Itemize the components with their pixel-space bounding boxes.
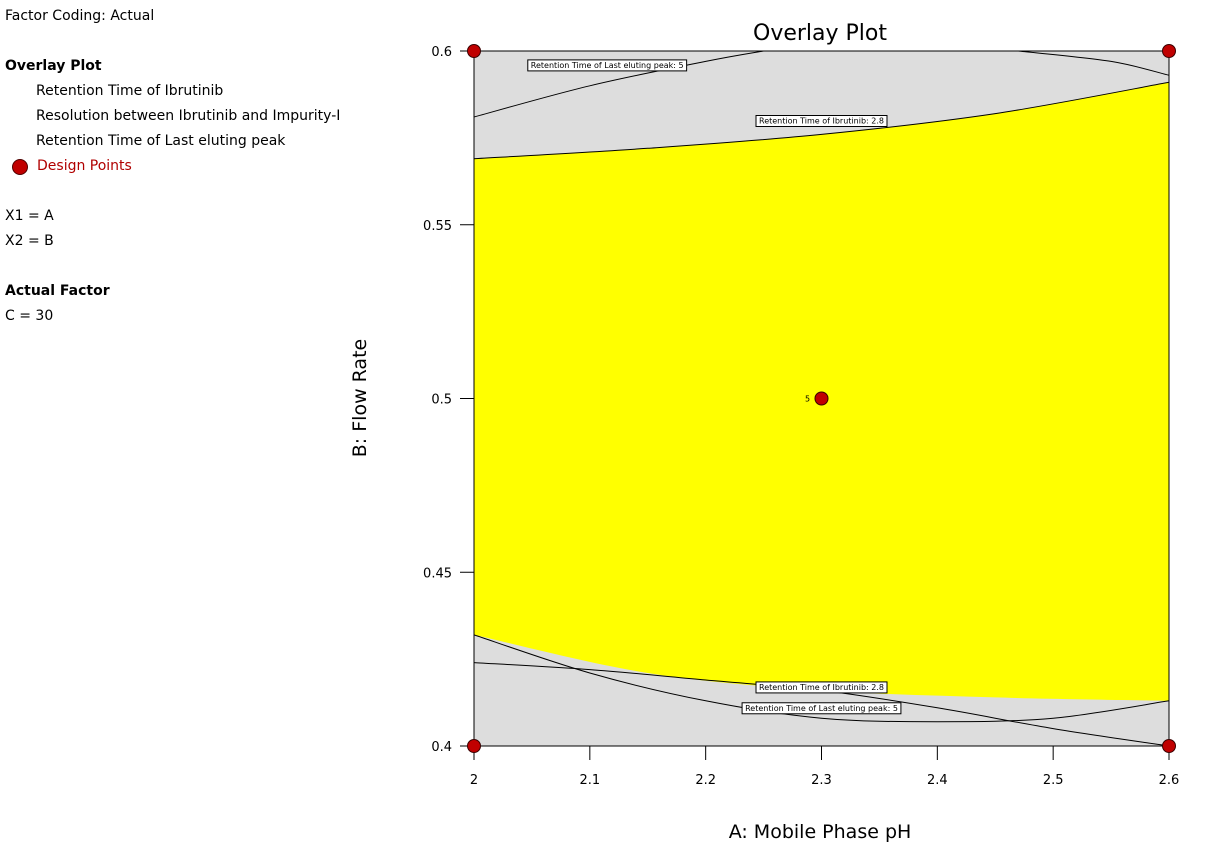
svg-text:Retention Time of Ibrutinib: 2: Retention Time of Ibrutinib: 2.8 — [759, 117, 884, 126]
y-tick-label: 0.45 — [423, 566, 452, 581]
design-point — [467, 44, 481, 58]
y-tick-label: 0.55 — [423, 219, 452, 234]
factor-coding-text: Factor Coding: Actual — [5, 8, 155, 24]
x-tick-label: 2.4 — [927, 773, 948, 788]
svg-text:Retention Time of Last eluting: Retention Time of Last eluting peak: 5 — [745, 704, 898, 713]
x-tick-label: 2.1 — [579, 773, 600, 788]
design-point — [467, 739, 481, 753]
legend-item: Resolution between Ibrutinib and Impurit… — [36, 108, 341, 124]
y-tick-label: 0.6 — [431, 45, 452, 60]
design-points-label: Design Points — [37, 158, 132, 174]
design-point — [1162, 739, 1176, 753]
contour-line — [1018, 51, 1169, 76]
design-point-marker-icon — [12, 158, 28, 175]
design-point — [1162, 44, 1176, 58]
actual-factor-value: C = 30 — [5, 308, 54, 324]
x2-mapping: X2 = B — [5, 233, 54, 249]
y-axis-label: B: Flow Rate — [349, 339, 371, 457]
svg-text:Retention Time of Ibrutinib: 2: Retention Time of Ibrutinib: 2.8 — [759, 683, 884, 692]
design-point-count-label: 5 — [805, 395, 810, 404]
legend-item: Retention Time of Last eluting peak — [36, 133, 286, 149]
x-axis-label: A: Mobile Phase pH — [729, 821, 912, 843]
y-tick-label: 0.4 — [431, 740, 452, 755]
contour-label: Retention Time of Last eluting peak: 5 — [527, 59, 688, 72]
legend-heading: Overlay Plot — [5, 58, 102, 74]
svg-text:Retention Time of Last eluting: Retention Time of Last eluting peak: 5 — [531, 61, 684, 70]
x-tick-label: 2.6 — [1159, 773, 1180, 788]
contour-label: Retention Time of Ibrutinib: 2.8 — [755, 115, 888, 127]
x-tick-label: 2 — [470, 773, 478, 788]
plot-legend: Factor Coding: Actual Overlay Plot Reten… — [5, 4, 340, 329]
contour-label: Retention Time of Ibrutinib: 2.8 — [755, 681, 888, 694]
legend-design-points: Design Points — [5, 154, 340, 179]
x-tick-label: 2.3 — [811, 773, 832, 788]
x-tick-label: 2.2 — [695, 773, 716, 788]
contour-label: Retention Time of Last eluting peak: 5 — [741, 702, 902, 715]
contour-line — [474, 51, 764, 118]
y-tick-label: 0.5 — [431, 393, 452, 408]
design-point — [814, 391, 829, 406]
x1-mapping: X1 = A — [5, 208, 54, 224]
contour-line — [474, 81, 1169, 160]
chart-title: Overlay Plot — [753, 21, 887, 46]
x-tick-label: 2.5 — [1043, 773, 1064, 788]
contour-line — [474, 634, 1169, 723]
actual-factor-heading: Actual Factor — [5, 283, 110, 299]
legend-item: Retention Time of Ibrutinib — [36, 83, 224, 99]
